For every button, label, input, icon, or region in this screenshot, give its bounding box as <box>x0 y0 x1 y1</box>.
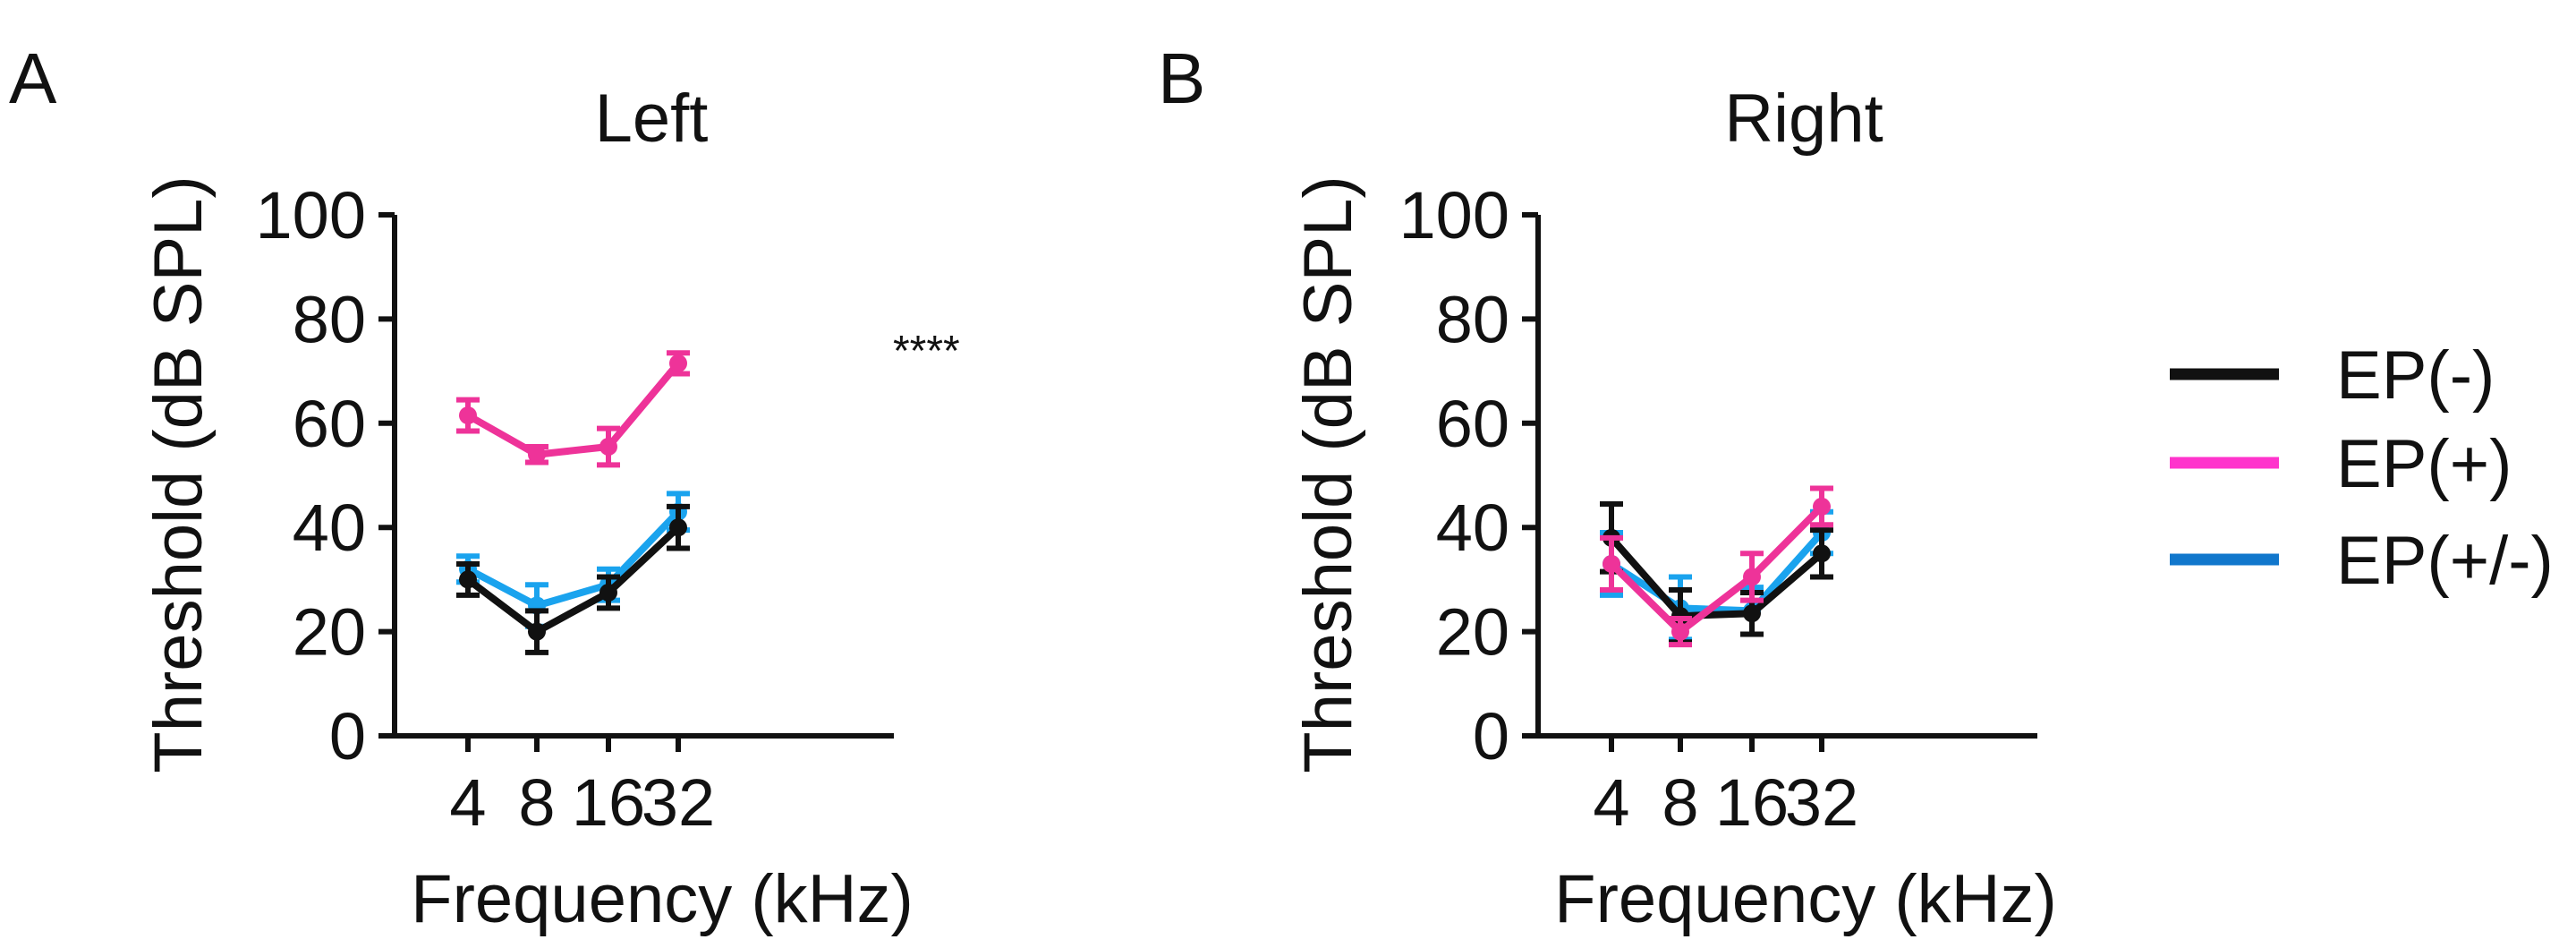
panel-b-x-tick-label: 4 <box>1593 765 1629 840</box>
panel-b-letter: B <box>1158 38 1205 118</box>
panel-a-point-ep-minus <box>528 622 546 641</box>
panel-a-point-ep-plus <box>599 437 617 456</box>
panel-b-y-tick-label: 20 <box>1436 595 1509 670</box>
legend-label-ep-plus-minus: EP(+/-) <box>2336 523 2554 599</box>
panel-a-point-ep-plus <box>669 354 687 372</box>
panel-b-point-ep-plus <box>1603 554 1620 573</box>
legend-label-ep-minus: EP(-) <box>2336 337 2495 414</box>
panel-a-letter: A <box>9 38 57 118</box>
legend-label-ep-plus: EP(+) <box>2336 426 2512 502</box>
panel-b-series-ep-minus <box>1600 501 1833 645</box>
panel-a-x-tick-label: 32 <box>642 765 715 840</box>
panel-right: B Right Threshold (dB SPL) Frequency (kH… <box>1158 38 2057 937</box>
panel-b-series-ep-plus <box>1600 485 1833 648</box>
panel-b-y-tick-label: 40 <box>1436 491 1509 565</box>
panel-a-y-tick-label: 100 <box>256 178 366 252</box>
panel-a-title: Left <box>595 81 709 157</box>
panel-b-title: Right <box>1724 81 1883 157</box>
panel-a-series-ep-plus-minus <box>456 491 690 629</box>
panel-a-point-ep-minus <box>669 518 687 537</box>
panel-b-line-ep-minus <box>1609 535 1824 620</box>
panel-b-series <box>1600 485 1833 648</box>
panel-a-point-ep-minus <box>459 570 477 589</box>
panel-a-y-tick-label: 0 <box>329 699 366 773</box>
panel-b-y-tick-label: 100 <box>1399 178 1509 252</box>
panel-a-y-tick-label: 20 <box>293 595 366 670</box>
panel-b-x-tick-label: 32 <box>1785 765 1858 840</box>
panel-b-y-tick-label: 60 <box>1436 387 1509 461</box>
panel-b-y-tick-label: 0 <box>1473 699 1509 773</box>
panel-b-y-tick-label: 80 <box>1436 282 1509 356</box>
panel-a-significance-annotation: **** <box>893 328 960 375</box>
panel-b-point-ep-plus <box>1813 497 1831 516</box>
panel-b-line-ep-plus-minus <box>1609 530 1824 615</box>
panel-a-x-tick-label: 4 <box>449 765 486 840</box>
panel-b-x-tick-label: 16 <box>1715 765 1789 840</box>
panel-a-line-ep-plus-minus <box>466 508 681 610</box>
panel-a-series-ep-plus <box>456 350 690 468</box>
panel-a-point-ep-plus <box>459 406 477 425</box>
legend: EP(-) EP(+) EP(+/-) <box>2170 337 2554 599</box>
panel-a-x-tick-label: 16 <box>572 765 645 840</box>
panel-b-line-ep-plus <box>1609 504 1824 636</box>
panel-a-line-ep-minus <box>465 525 681 636</box>
panel-left: A Left Threshold (dB SPL) Frequency (kHz… <box>9 38 960 937</box>
panel-b-y-axis-label: Threshold (dB SPL) <box>1290 175 1366 773</box>
panel-a-y-axis-label: Threshold (dB SPL) <box>140 175 217 773</box>
panel-a-x-tick-label: 8 <box>518 765 555 840</box>
panel-b-point-ep-plus <box>1671 622 1689 641</box>
panel-a-point-ep-plus <box>528 445 546 464</box>
panel-a-y-tick-label: 60 <box>293 387 366 461</box>
panel-b-y-ticks: 0 20 40 60 80 100 <box>1399 178 1538 773</box>
panel-b-point-ep-plus <box>1743 568 1761 586</box>
panel-b-x-axis-label: Frequency (kHz) <box>1554 861 2057 937</box>
panel-a-y-tick-label: 40 <box>293 491 366 565</box>
panel-a-series-ep-minus <box>456 503 690 655</box>
panel-b-x-tick-label: 8 <box>1662 765 1698 840</box>
panel-a-y-tick-label: 80 <box>293 282 366 356</box>
panel-a-series <box>456 350 690 655</box>
panel-a-y-ticks: 0 20 40 60 80 100 <box>256 178 395 773</box>
panel-a-line-ep-plus <box>466 361 682 458</box>
panel-b-point-ep-minus <box>1743 604 1761 623</box>
panel-a-x-axis-label: Frequency (kHz) <box>411 861 914 937</box>
panel-b-point-ep-minus <box>1813 544 1831 563</box>
panel-a-point-ep-minus <box>599 583 617 602</box>
